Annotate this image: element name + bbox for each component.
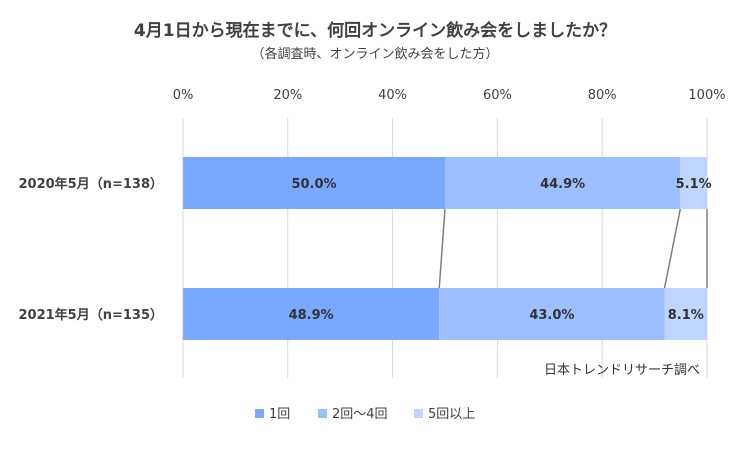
- data-label: 43.0%: [529, 308, 574, 323]
- data-label: 50.0%: [291, 177, 336, 192]
- bar-segment: [664, 288, 707, 340]
- bar-segment: [445, 157, 681, 209]
- bar-segment: [680, 157, 707, 209]
- x-tick-label: 80%: [588, 88, 617, 103]
- bar-segment: [183, 288, 440, 340]
- legend-label: 1回: [269, 407, 290, 422]
- category-label: 2021年5月（n=135）: [18, 307, 163, 323]
- data-label: 8.1%: [668, 308, 704, 323]
- data-label: 44.9%: [540, 177, 585, 192]
- category-label: 2020年5月（n=138）: [18, 176, 163, 192]
- legend-swatch: [255, 409, 264, 418]
- bar-segment: [183, 157, 445, 209]
- bar-segment: [439, 288, 665, 340]
- x-tick-label: 40%: [378, 88, 407, 103]
- x-tick-label: 60%: [483, 88, 512, 103]
- legend-swatch: [414, 409, 423, 418]
- series-line: [438, 208, 446, 289]
- x-tick-label: 0%: [173, 88, 194, 103]
- x-tick-label: 20%: [273, 88, 302, 103]
- legend-label: 2回～4回: [332, 407, 388, 422]
- series-line: [663, 208, 682, 289]
- source-note: 日本トレンドリサーチ調べ: [544, 363, 700, 378]
- data-label: 48.9%: [289, 308, 334, 323]
- legend-swatch: [318, 409, 327, 418]
- legend-label: 5回以上: [428, 407, 475, 422]
- data-label: 5.1%: [676, 177, 712, 192]
- chart-title: 4月1日から現在までに、何回オンライン飲み会をしましたか？: [133, 21, 617, 41]
- chart-subtitle: （各調査時、オンライン飲み会をした方）: [251, 47, 499, 62]
- x-tick-label: 100%: [688, 88, 725, 103]
